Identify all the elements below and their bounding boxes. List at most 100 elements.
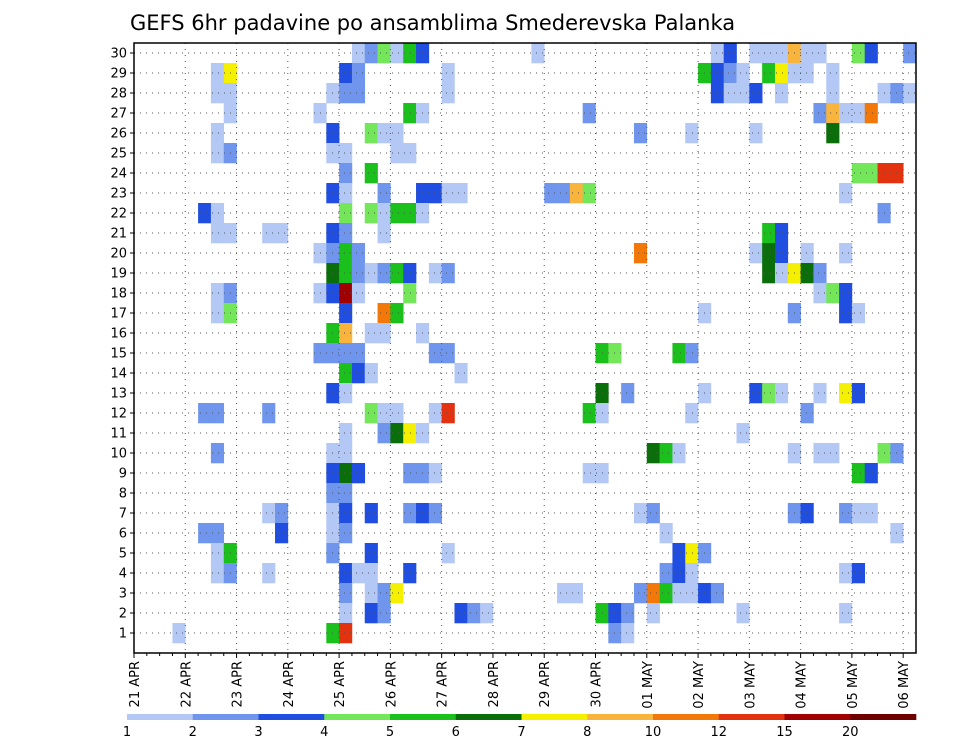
heatmap-cell: [839, 243, 853, 264]
heatmap-cell: [210, 443, 225, 464]
heatmap-cell: [339, 503, 353, 524]
heatmap-cell: [210, 203, 225, 224]
heatmap-cell: [557, 583, 571, 604]
y-tick-label: 27: [110, 107, 127, 122]
heatmap-cell: [339, 603, 353, 624]
heatmap-cell: [262, 563, 276, 584]
heatmap-cell: [569, 583, 583, 604]
heatmap-cell: [428, 263, 442, 284]
y-tick-label: 19: [110, 267, 127, 282]
heatmap-cell: [851, 463, 866, 484]
heatmap-cell: [749, 123, 763, 144]
heatmap-cell: [390, 203, 404, 224]
y-tick-label: 12: [110, 407, 127, 422]
heatmap-cell: [749, 83, 763, 104]
heatmap-cell: [364, 583, 378, 604]
y-tick-label: 15: [110, 347, 127, 362]
heatmap-cell: [377, 263, 391, 284]
heatmap-cell: [403, 283, 417, 304]
heatmap-cell: [839, 283, 853, 304]
heatmap-cell: [339, 623, 353, 644]
heatmap-cell: [659, 563, 673, 584]
heatmap-cell: [774, 63, 789, 84]
heatmap-cell: [800, 503, 814, 524]
x-tick-label: 23 APR: [231, 661, 246, 707]
heatmap-cell: [672, 583, 686, 604]
heatmap-cell: [800, 403, 814, 424]
legend-swatch: [521, 714, 588, 720]
legend-swatch: [653, 714, 720, 720]
heatmap-cell: [339, 163, 353, 184]
heatmap-cell: [339, 203, 353, 224]
heatmap-cell: [800, 63, 814, 84]
legend-swatch: [784, 714, 851, 720]
legend-swatch: [850, 714, 917, 720]
y-tick-label: 5: [119, 547, 127, 562]
heatmap-cell: [403, 143, 417, 164]
heatmap-cell: [339, 343, 353, 364]
heatmap-cell: [582, 183, 596, 204]
legend-label: 10: [645, 725, 662, 740]
heatmap-cell: [275, 503, 289, 524]
heatmap-cell: [826, 283, 840, 304]
heatmap-cell: [826, 63, 840, 84]
heatmap-cell: [351, 463, 366, 484]
heatmap-cell: [710, 43, 725, 64]
y-tick-label: 11: [110, 427, 127, 442]
legend-label: 1: [123, 725, 131, 740]
heatmap-cell: [851, 43, 866, 64]
heatmap-cell: [774, 83, 789, 104]
y-tick-label: 24: [110, 167, 127, 182]
heatmap-cell: [441, 343, 455, 364]
heatmap-cell: [364, 543, 378, 564]
heatmap-cell: [198, 203, 212, 224]
heatmap-cell: [813, 103, 827, 124]
heatmap-cell: [467, 603, 481, 624]
heatmap-cell: [262, 503, 276, 524]
heatmap-cell: [774, 243, 789, 264]
heatmap-cell: [377, 123, 391, 144]
heatmap-cell: [762, 223, 776, 244]
heatmap-cell: [351, 263, 366, 284]
heatmap-cell: [339, 463, 353, 484]
heatmap-cell: [800, 263, 814, 284]
heatmap-cell: [351, 563, 366, 584]
heatmap-cell: [339, 223, 353, 244]
heatmap-cell: [428, 183, 442, 204]
heatmap-cell: [544, 183, 558, 204]
heatmap-cell: [390, 43, 404, 64]
heatmap-cell: [351, 63, 366, 84]
y-tick-label: 1: [119, 627, 127, 642]
y-tick-label: 30: [110, 47, 127, 62]
heatmap-cell: [262, 403, 276, 424]
heatmap-cell: [441, 83, 455, 104]
y-tick-label: 28: [110, 87, 127, 102]
heatmap-cell: [864, 163, 878, 184]
heatmap-cell: [774, 263, 789, 284]
heatmap-cell: [364, 363, 378, 384]
heatmap-cell: [377, 203, 391, 224]
heatmap-cell: [582, 463, 596, 484]
y-tick-label: 23: [110, 187, 127, 202]
heatmap-cell: [441, 543, 455, 564]
x-tick-label: 22 APR: [179, 661, 194, 707]
y-tick-label: 14: [110, 367, 127, 382]
heatmap-cell: [736, 63, 750, 84]
heatmap-cell: [774, 223, 789, 244]
heatmap-cell: [210, 523, 225, 544]
heatmap-cell: [428, 503, 442, 524]
heatmap-cell: [377, 603, 391, 624]
heatmap-cell: [339, 523, 353, 544]
heatmap-cell: [685, 403, 699, 424]
heatmap-cell: [403, 103, 417, 124]
heatmap-cell: [428, 343, 442, 364]
heatmap-cell: [364, 43, 378, 64]
heatmap-cell: [800, 43, 814, 64]
heatmap-cell: [339, 63, 353, 84]
x-tick-label: 24 APR: [282, 661, 297, 707]
heatmap-cell: [339, 303, 353, 324]
legend-swatch: [324, 714, 391, 720]
legend-swatch: [258, 714, 325, 720]
heatmap-cell: [441, 183, 455, 204]
